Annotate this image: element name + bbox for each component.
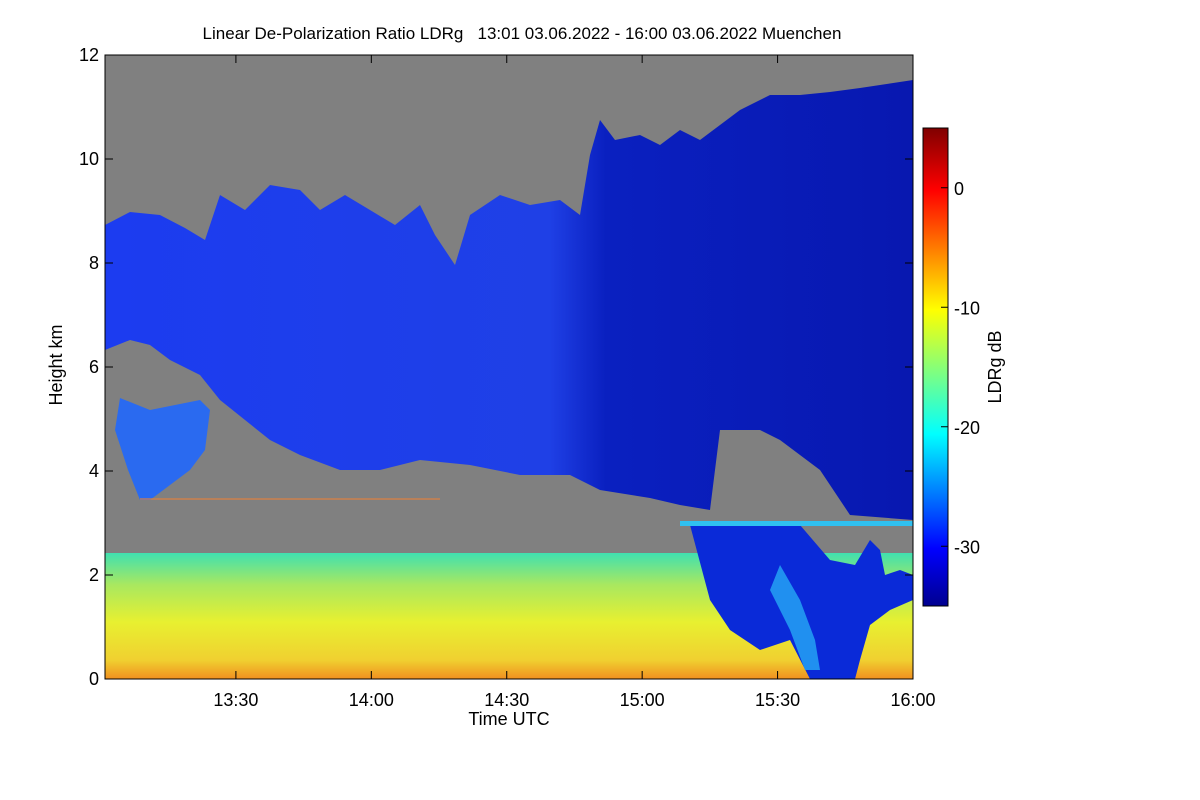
y-tick-label: 10 [79, 149, 99, 169]
y-tick-label: 6 [89, 357, 99, 377]
colorbar [922, 127, 949, 607]
y-tick-label: 2 [89, 565, 99, 585]
y-tick-label: 0 [89, 669, 99, 689]
cirrus-layer [105, 80, 913, 520]
x-tick-label: 16:00 [890, 690, 935, 710]
chart-title: Linear De-Polarization Ratio LDRg 13:01 … [203, 24, 842, 43]
colorbar-label: LDRg dB [985, 330, 1005, 403]
y-tick-label: 12 [79, 45, 99, 65]
speckle-layer-line [140, 498, 440, 500]
low-cloud-blob [115, 398, 210, 500]
x-axis-ticks: 13:30 14:00 14:30 15:00 15:30 16:00 [213, 55, 936, 710]
precip-region [690, 525, 913, 679]
y-axis-label: Height km [46, 324, 66, 405]
colorbar-ticks: 0 -10 -20 -30 [941, 179, 980, 557]
x-tick-label: 15:30 [755, 690, 800, 710]
x-tick-label: 15:00 [620, 690, 665, 710]
x-tick-label: 14:00 [349, 690, 394, 710]
y-axis-ticks: 0 2 4 6 8 10 12 [79, 45, 913, 689]
x-tick-label: 14:30 [484, 690, 529, 710]
x-axis-label: Time UTC [468, 709, 549, 729]
plot-area [105, 55, 913, 679]
y-tick-label: 4 [89, 461, 99, 481]
colorbar-tick-label: 0 [954, 179, 964, 199]
y-tick-label: 8 [89, 253, 99, 273]
colorbar-tick-label: -20 [954, 418, 980, 438]
aerosol-layer-line [680, 521, 913, 526]
colorbar-tick-label: -30 [954, 537, 980, 557]
precip-streak [770, 565, 820, 670]
x-tick-label: 13:30 [213, 690, 258, 710]
colorbar-tick-label: -10 [954, 298, 980, 318]
